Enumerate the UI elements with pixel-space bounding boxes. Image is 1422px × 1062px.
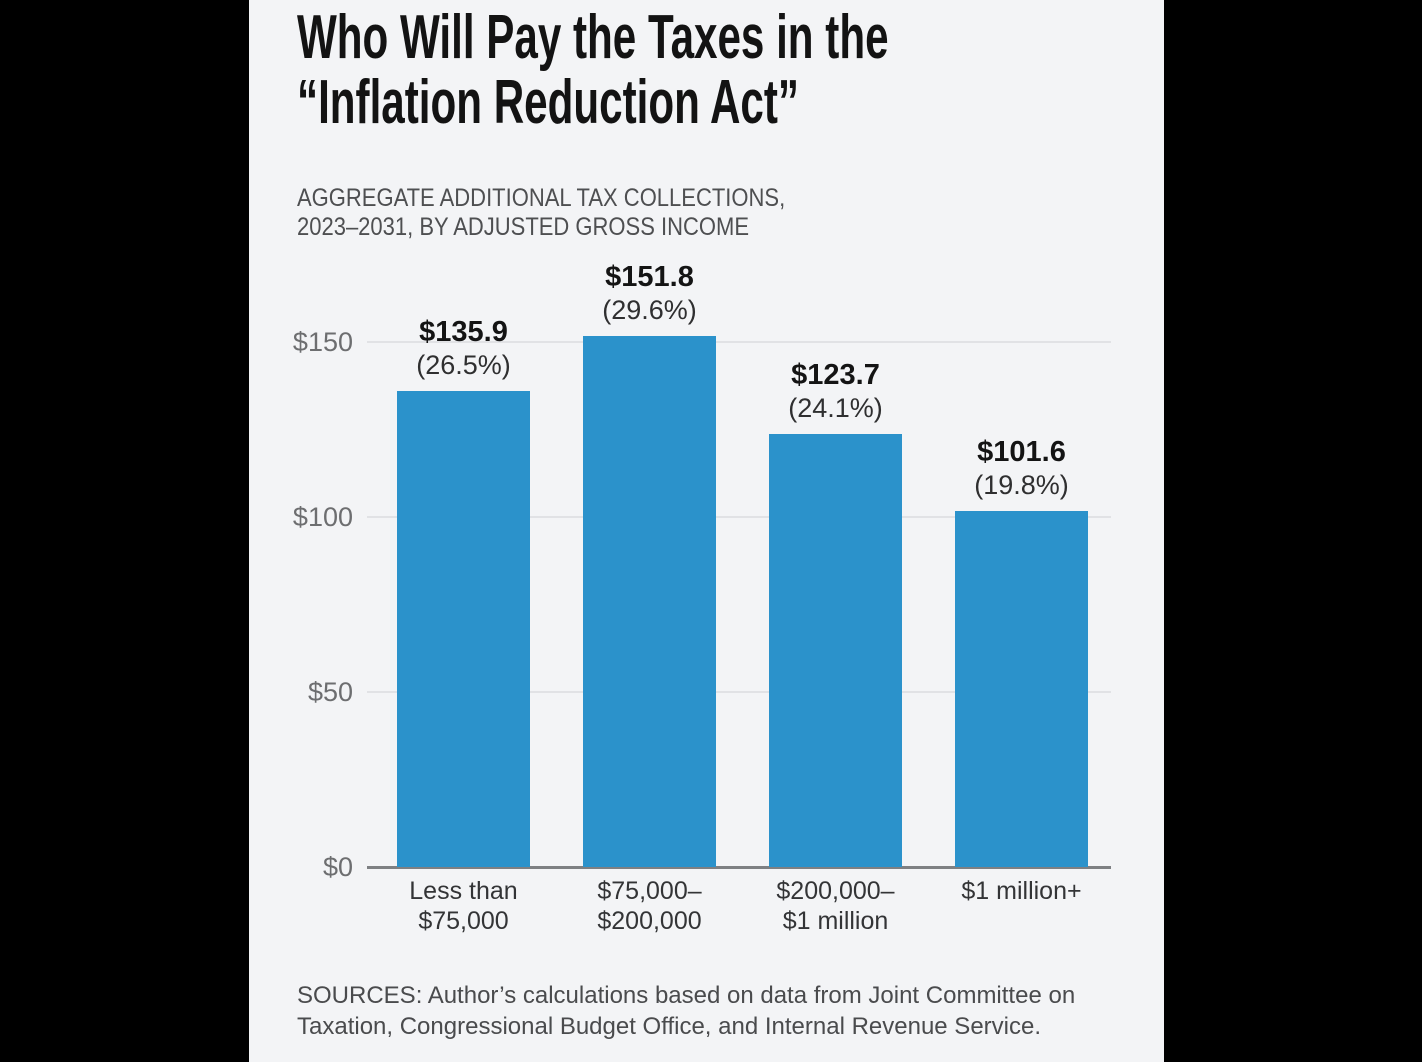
- x-axis-category-label-3: $200,000– $1 million: [726, 876, 946, 936]
- bar-percent: (19.8%): [974, 470, 1069, 500]
- bar-4: [955, 511, 1088, 867]
- chart-subtitle-line-1: AGGREGATE ADDITIONAL TAX COLLECTIONS,: [297, 184, 786, 212]
- category-line: Less than: [409, 877, 518, 905]
- category-line: $75,000–: [597, 877, 702, 905]
- bar-value: $151.8: [605, 261, 694, 293]
- chart-title-line-1: Who Will Pay the Taxes in the: [297, 3, 889, 72]
- bar-value: $101.6: [977, 436, 1066, 468]
- category-line: $75,000: [418, 907, 509, 935]
- chart-subtitle-line-2: 2023–2031, BY ADJUSTED GROSS INCOME: [297, 213, 750, 241]
- gridline-100: [367, 516, 1111, 518]
- y-axis-tick-label: $100: [292, 502, 353, 532]
- category-line: $1 million: [782, 907, 889, 935]
- bar-1: [397, 391, 530, 867]
- gridline-50: [367, 691, 1111, 693]
- bar-percent: (29.6%): [602, 295, 697, 325]
- sources-note: SOURCES: Author’s calculations based on …: [297, 980, 1075, 1042]
- y-axis-tick-label: $50: [307, 677, 353, 707]
- chart-card: Who Will Pay the Taxes in the “Inflation…: [249, 0, 1164, 1062]
- bar-value-label-2: $151.8 (29.6%): [540, 260, 760, 327]
- x-axis-category-label-1: Less than $75,000: [354, 876, 574, 936]
- bar-value-label-4: $101.6 (19.8%): [912, 435, 1132, 502]
- bar-value: $135.9: [419, 316, 508, 348]
- category-line: $200,000–: [776, 877, 895, 905]
- category-line: $200,000: [597, 907, 702, 935]
- category-line: $1 million+: [961, 877, 1082, 905]
- plot-area: $0 $50 $100 $150 $135.9 (26.5%) Less than $75,0…: [249, 0, 1164, 1062]
- bar-2: [583, 336, 716, 867]
- bar-value-label-1: $135.9 (26.5%): [354, 315, 574, 382]
- bar-3: [769, 434, 902, 867]
- y-axis-tick-label: $0: [322, 852, 353, 882]
- chart-title: Who Will Pay the Taxes in the “Inflation…: [297, 5, 889, 135]
- x-axis-category-label-4: $1 million+: [912, 876, 1132, 906]
- x-axis-category-label-2: $75,000– $200,000: [540, 876, 760, 936]
- bar-percent: (26.5%): [416, 350, 511, 380]
- bar-percent: (24.1%): [788, 393, 883, 423]
- chart-title-line-2: “Inflation Reduction Act”: [297, 68, 799, 137]
- sources-line-2: Taxation, Congressional Budget Office, a…: [297, 1013, 1041, 1040]
- bar-value-label-3: $123.7 (24.1%): [726, 358, 946, 425]
- bar-value: $123.7: [791, 359, 880, 391]
- y-axis-tick-label: $150: [292, 327, 353, 357]
- sources-line-1: SOURCES: Author’s calculations based on …: [297, 982, 1076, 1009]
- gridline-150: [367, 341, 1111, 343]
- x-axis-line: [367, 866, 1111, 869]
- chart-subtitle: AGGREGATE ADDITIONAL TAX COLLECTIONS, 20…: [297, 184, 785, 242]
